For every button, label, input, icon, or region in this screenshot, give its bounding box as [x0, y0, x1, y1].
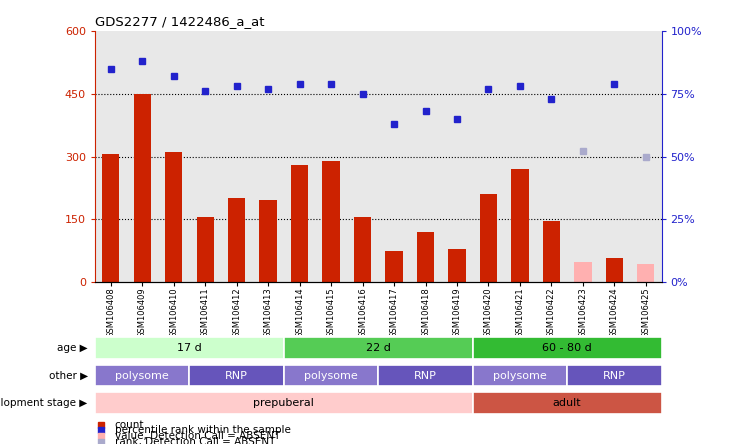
- Bar: [189, 365, 284, 386]
- Bar: [379, 365, 473, 386]
- Bar: [260, 200, 277, 282]
- Text: RNP: RNP: [414, 371, 437, 381]
- Text: value, Detection Call = ABSENT: value, Detection Call = ABSENT: [115, 431, 280, 441]
- Bar: [448, 250, 466, 282]
- Bar: [417, 232, 434, 282]
- Bar: [473, 392, 662, 414]
- Bar: [473, 337, 662, 359]
- Bar: [284, 365, 379, 386]
- Text: age ▶: age ▶: [57, 343, 88, 353]
- Text: adult: adult: [553, 398, 581, 408]
- Text: percentile rank within the sample: percentile rank within the sample: [115, 425, 291, 436]
- Bar: [134, 94, 151, 282]
- Bar: [480, 194, 497, 282]
- Bar: [165, 152, 182, 282]
- Bar: [637, 264, 654, 282]
- Text: 17 d: 17 d: [177, 343, 202, 353]
- Bar: [197, 217, 214, 282]
- Text: rank, Detection Call = ABSENT: rank, Detection Call = ABSENT: [115, 436, 276, 444]
- Bar: [95, 365, 189, 386]
- Bar: [228, 198, 246, 282]
- Text: development stage ▶: development stage ▶: [0, 398, 88, 408]
- Bar: [102, 155, 119, 282]
- Bar: [284, 337, 473, 359]
- Text: count: count: [115, 420, 144, 430]
- Text: GDS2277 / 1422486_a_at: GDS2277 / 1422486_a_at: [95, 16, 265, 28]
- Bar: [95, 392, 473, 414]
- Text: polysome: polysome: [493, 371, 547, 381]
- Bar: [354, 217, 371, 282]
- Bar: [473, 365, 567, 386]
- Bar: [511, 169, 529, 282]
- Text: 60 - 80 d: 60 - 80 d: [542, 343, 592, 353]
- Text: RNP: RNP: [225, 371, 248, 381]
- Bar: [606, 258, 623, 282]
- Bar: [322, 161, 340, 282]
- Text: 22 d: 22 d: [366, 343, 391, 353]
- Bar: [291, 165, 308, 282]
- Bar: [385, 250, 403, 282]
- Bar: [95, 337, 284, 359]
- Text: RNP: RNP: [603, 371, 626, 381]
- Text: other ▶: other ▶: [48, 371, 88, 381]
- Bar: [542, 221, 560, 282]
- Text: prepuberal: prepuberal: [254, 398, 314, 408]
- Text: polysome: polysome: [304, 371, 358, 381]
- Text: polysome: polysome: [115, 371, 169, 381]
- Bar: [575, 262, 591, 282]
- Bar: [567, 365, 662, 386]
